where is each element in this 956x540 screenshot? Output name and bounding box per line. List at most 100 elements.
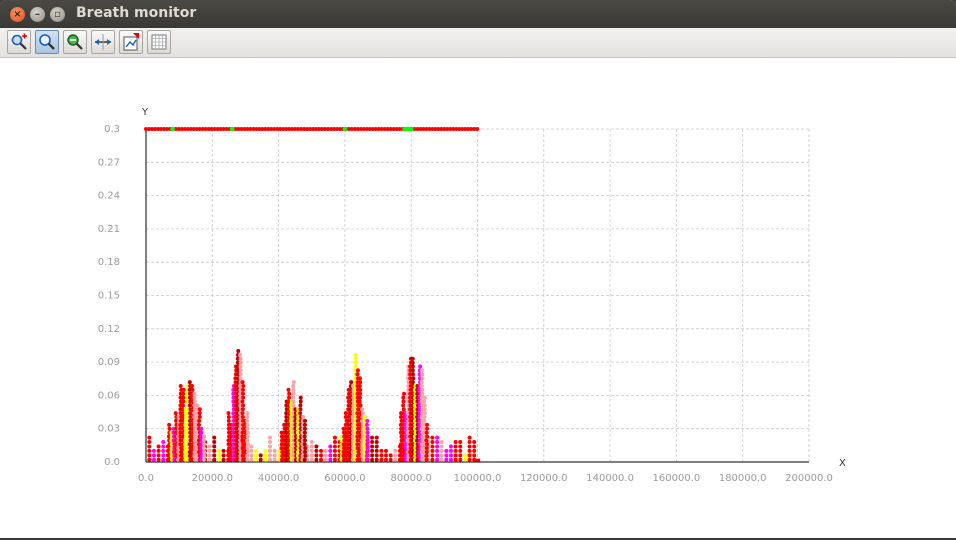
data-point <box>258 457 263 462</box>
data-point <box>298 411 303 416</box>
data-point <box>245 442 250 447</box>
data-point <box>178 426 183 431</box>
data-point <box>190 446 195 451</box>
pan-button[interactable] <box>63 30 87 54</box>
data-point <box>249 453 254 458</box>
data-point <box>156 444 161 449</box>
data-point <box>358 391 363 396</box>
data-point <box>472 453 477 458</box>
top-point <box>257 127 262 131</box>
data-point <box>187 453 192 458</box>
zoom-in-button[interactable] <box>7 30 31 54</box>
x-tick-label: 40000.0 <box>258 473 299 484</box>
x-tick-label: 140000.0 <box>586 473 634 484</box>
top-point <box>415 127 420 131</box>
data-point <box>258 453 263 458</box>
data-point <box>216 453 221 458</box>
close-button[interactable]: × <box>10 7 25 22</box>
data-point <box>194 407 199 412</box>
data-point <box>401 430 406 435</box>
export-button[interactable] <box>119 30 143 54</box>
minimize-button[interactable]: – <box>30 7 45 22</box>
top-point-highlight <box>342 126 348 132</box>
data-point <box>293 415 298 420</box>
x-tick-label: 100000.0 <box>454 473 502 484</box>
data-point <box>197 415 202 420</box>
data-point <box>435 457 440 462</box>
data-point <box>207 457 212 462</box>
data-point <box>355 372 360 377</box>
data-point <box>374 457 379 462</box>
top-point <box>349 127 354 131</box>
y-tick-label: 0.03 <box>98 424 120 435</box>
data-point <box>190 430 195 435</box>
data-point <box>279 446 284 451</box>
data-point <box>364 453 369 458</box>
data-point <box>314 448 319 453</box>
data-point <box>192 399 197 404</box>
data-point <box>147 453 152 458</box>
data-point <box>365 446 370 451</box>
top-point <box>352 127 357 131</box>
top-point <box>173 127 178 131</box>
data-point <box>178 430 183 435</box>
top-point <box>296 127 301 131</box>
data-point <box>147 440 152 445</box>
data-point <box>291 403 296 408</box>
data-point <box>254 457 259 462</box>
data-point <box>228 442 233 447</box>
data-point <box>291 446 296 451</box>
data-point <box>448 448 453 453</box>
data-point <box>453 453 458 458</box>
data-point <box>238 457 243 462</box>
data-point <box>298 403 303 408</box>
toolbar <box>0 28 956 58</box>
data-point <box>194 446 199 451</box>
data-point <box>384 453 389 458</box>
top-point-highlight <box>408 126 414 132</box>
data-point <box>147 448 152 453</box>
data-point <box>422 407 427 412</box>
data-point <box>343 415 348 420</box>
data-point <box>199 426 204 431</box>
data-point <box>332 457 337 462</box>
fit-button[interactable] <box>91 30 115 54</box>
data-point <box>328 457 333 462</box>
data-point <box>302 422 307 427</box>
data-point <box>401 399 406 404</box>
data-point <box>415 391 420 396</box>
y-tick-label: 0.18 <box>98 257 120 268</box>
data-point <box>212 453 217 458</box>
y-tick-label: 0.24 <box>98 191 120 202</box>
data-point <box>238 356 243 361</box>
window-title: Breath monitor <box>76 5 197 21</box>
top-point <box>176 127 181 131</box>
top-point <box>191 127 196 131</box>
maximize-button[interactable]: ▫ <box>50 7 65 22</box>
data-point <box>360 407 365 412</box>
data-point <box>238 450 243 455</box>
y-tick-label: 0.27 <box>98 157 120 168</box>
grid-button[interactable] <box>147 30 171 54</box>
breath-chart[interactable]: 0.0 20000.0 40000.0 60000.0 80000.0 100000.0 1… <box>3 58 951 534</box>
data-point <box>435 444 440 449</box>
plot-area[interactable]: 0.0 20000.0 40000.0 60000.0 80000.0 100000.0 1… <box>3 58 951 534</box>
data-point <box>151 448 156 453</box>
data-point <box>458 453 463 458</box>
data-point <box>245 422 250 427</box>
data-point <box>448 453 453 458</box>
top-point <box>430 127 435 131</box>
data-point <box>286 434 291 439</box>
data-point <box>245 430 250 435</box>
top-point <box>272 127 277 131</box>
data-point <box>346 426 351 431</box>
data-point <box>187 403 192 408</box>
data-point <box>202 434 207 439</box>
zoom-button[interactable] <box>35 30 59 54</box>
data-point <box>178 438 183 443</box>
data-point <box>410 450 415 455</box>
data-point <box>207 444 212 449</box>
data-point <box>408 376 413 381</box>
data-point <box>355 457 360 462</box>
data-point <box>458 444 463 449</box>
